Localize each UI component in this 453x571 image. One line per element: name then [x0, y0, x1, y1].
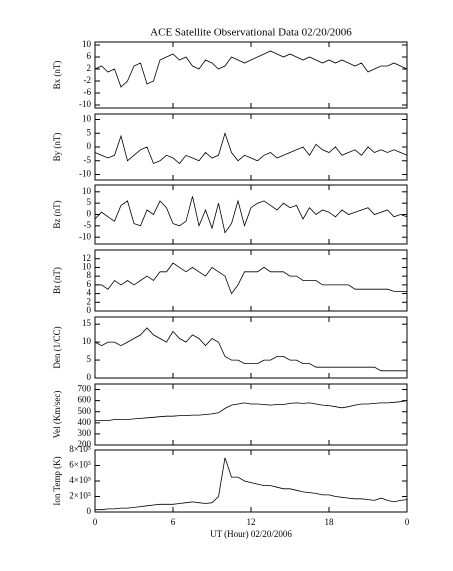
data-line: [94, 327, 407, 372]
y-tick-label: 5: [87, 197, 92, 207]
y-tick-label: 6×10⁵: [69, 460, 91, 470]
y-tick-label: 5: [87, 127, 92, 137]
y-tick-label: 0: [87, 209, 92, 219]
y-axis-label: Ion Temp (K): [52, 456, 62, 505]
y-tick-label: -6: [84, 87, 92, 97]
x-tick-label: 0: [405, 517, 410, 527]
y-tick-label: 700: [78, 384, 92, 394]
y-tick-label: -5: [84, 155, 92, 165]
y-tick-label: 15: [82, 318, 92, 328]
y-tick-label: -10: [79, 99, 91, 109]
y-tick-label: 10: [82, 336, 92, 346]
y-axis-label: Den (1/CC): [52, 326, 62, 368]
y-tick-label: 0: [87, 141, 92, 151]
data-line: [94, 196, 408, 234]
data-line: [95, 457, 408, 511]
y-tick-label: 2×10⁵: [69, 491, 91, 501]
y-axis-label: Vel (Km/sec): [52, 391, 62, 439]
y-axis-label: By (nT): [52, 133, 62, 162]
y-tick-label: 200: [78, 439, 92, 449]
x-tick-label: 12: [247, 517, 256, 527]
y-tick-label: -5: [84, 220, 92, 230]
chart-title: ACE Satellite Observational Data 02/20/2…: [150, 27, 352, 39]
y-tick-label: 0: [87, 305, 92, 315]
y-tick-label: 0: [87, 372, 92, 382]
x-tick-label: 18: [325, 517, 335, 527]
x-tick-label: 0: [93, 517, 98, 527]
y-tick-label: -2: [84, 75, 92, 85]
y-tick-label: -10: [79, 169, 91, 179]
y-tick-label: 12: [82, 253, 91, 263]
y-tick-label: 10: [82, 261, 92, 271]
y-tick-label: 4×10⁵: [69, 475, 91, 485]
y-axis-label: Bt (nT): [52, 267, 62, 294]
data-line: [94, 50, 408, 88]
y-tick-label: 600: [78, 395, 92, 405]
y-tick-label: 8: [87, 270, 92, 280]
y-tick-label: 6: [87, 279, 92, 289]
y-tick-label: -10: [79, 231, 91, 241]
panel-frame: [94, 113, 408, 181]
panel-frame: [94, 316, 408, 379]
panel-frame: [94, 41, 408, 109]
x-tick-label: 6: [171, 517, 176, 527]
data-line: [95, 262, 407, 295]
y-tick-label: 4: [87, 288, 92, 298]
panel-frame: [94, 184, 408, 245]
y-axis-label: Bx (nT): [52, 61, 62, 90]
y-tick-label: 300: [78, 428, 92, 438]
y-tick-label: 10: [82, 114, 92, 124]
y-tick-label: 500: [78, 406, 92, 416]
data-line: [94, 131, 408, 165]
y-tick-label: 6: [87, 51, 92, 61]
y-tick-label: 10: [82, 186, 92, 196]
y-tick-label: 0: [87, 506, 92, 516]
y-tick-label: 2: [87, 296, 92, 306]
y-tick-label: 8×10⁵: [69, 444, 91, 454]
y-tick-label: 400: [78, 417, 92, 427]
x-axis-label: UT (Hour) 02/20/2006: [210, 529, 292, 539]
y-tick-label: 5: [87, 354, 92, 364]
y-tick-label: 2: [87, 63, 92, 73]
panel-frame: [94, 449, 408, 513]
y-tick-label: 10: [82, 39, 92, 49]
y-axis-label: Bz (nT): [52, 200, 62, 228]
panel-frame: [94, 249, 408, 312]
panel-frame: [94, 383, 408, 446]
data-line: [95, 400, 408, 421]
